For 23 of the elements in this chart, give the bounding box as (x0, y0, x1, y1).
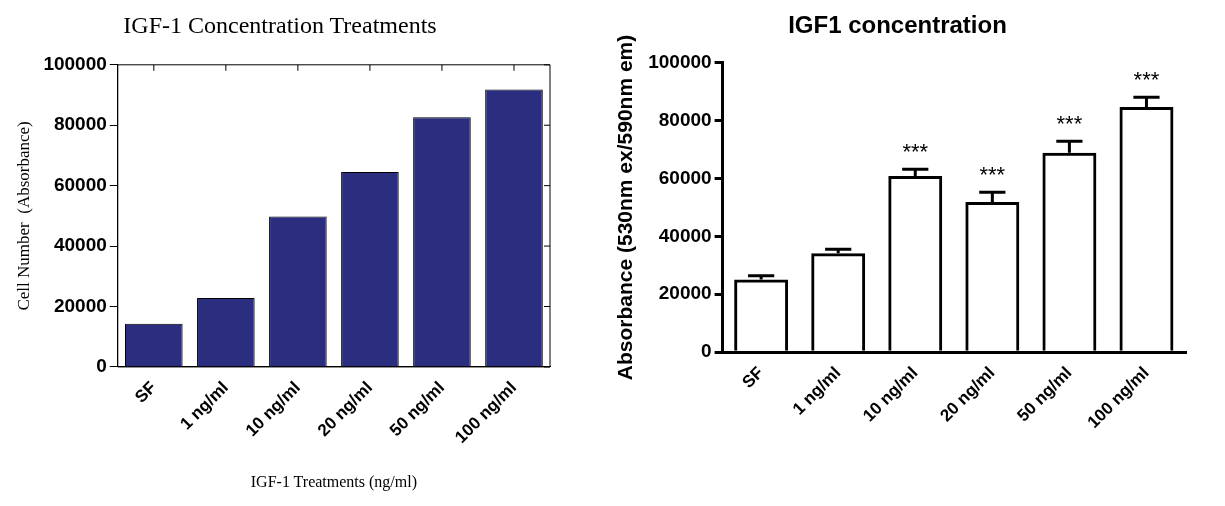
y-tick-label: 100000 (648, 51, 712, 73)
annotation: *** (979, 162, 1006, 188)
annotation: *** (1056, 111, 1083, 137)
y-tick-label: 60000 (53, 173, 107, 195)
y-tick-label: 0 (96, 355, 107, 377)
y-tick-label: 100000 (43, 53, 107, 75)
y-axis-title: Absorbance (530nm ex/590nm em) (613, 34, 637, 381)
y-tick-label: 80000 (53, 113, 107, 135)
chart-title: IGF1 concentration (788, 11, 1007, 39)
annotation: *** (902, 139, 929, 165)
y-tick-label: 0 (701, 340, 712, 362)
y-tick-label: 40000 (658, 224, 712, 246)
x-tick-label: SF (738, 363, 768, 392)
y-tick-label: 20000 (658, 282, 712, 304)
x-tick-label: SF (131, 377, 160, 407)
y-axis-title: Cell Number (Absorbance) (13, 121, 33, 311)
y-tick-label: 80000 (658, 108, 712, 130)
y-tick-label: 60000 (658, 166, 712, 188)
chart-title: IGF-1 Concentration Treatments (123, 11, 437, 38)
y-tick-label: 40000 (53, 234, 107, 256)
x-axis-title: IGF-1 Treatments (ng/ml) (250, 472, 418, 491)
y-tick-label: 20000 (53, 294, 107, 316)
annotation: *** (1133, 67, 1160, 93)
